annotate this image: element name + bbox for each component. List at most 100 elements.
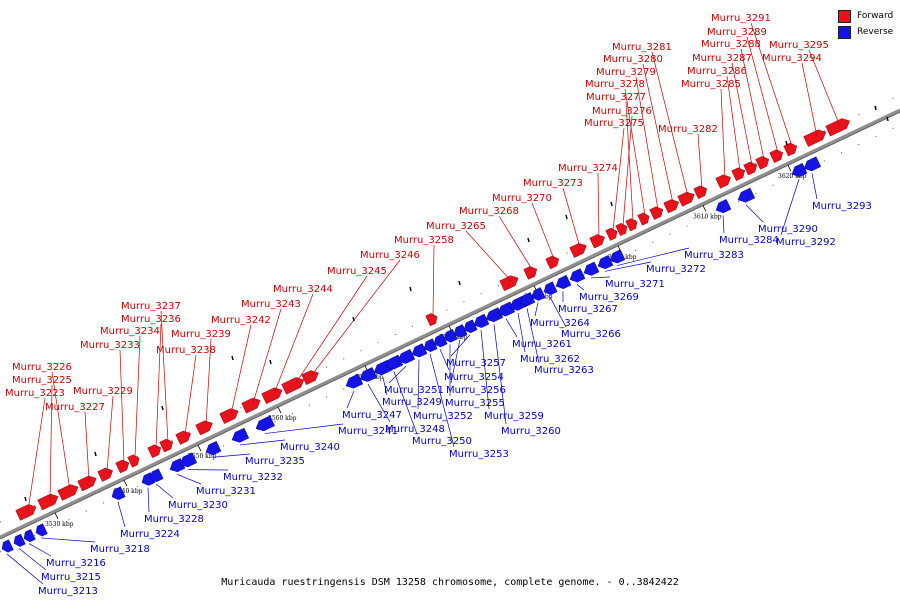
gene-murru-3242 — [219, 408, 239, 424]
reverse-swatch — [838, 25, 851, 39]
gene-murru-3224 — [111, 486, 126, 500]
label-connector — [625, 101, 634, 222]
gene-murru-3286 — [731, 167, 746, 181]
gene-murru-3253-shape — [423, 338, 438, 352]
gene-murru-3232-shape — [179, 452, 198, 468]
feature-marker — [527, 237, 530, 243]
gene-murru-3270-shape — [545, 255, 560, 270]
gene-murru-3235 — [205, 441, 222, 456]
gene-label: Murru_3259 — [484, 411, 544, 422]
label-connector — [498, 215, 533, 270]
gene-label: Murru_3274 — [558, 163, 618, 174]
gene-murru-3284 — [715, 199, 732, 214]
scale-tick — [277, 406, 282, 414]
label-connector — [119, 349, 125, 464]
feature-marker — [352, 316, 355, 322]
label-connector — [264, 423, 344, 434]
label-connector — [28, 543, 52, 557]
feature-marker — [458, 280, 461, 286]
gene-murru-3280 — [663, 199, 679, 214]
gene-label: Murru_3251 — [384, 385, 444, 396]
legend-forward: Forward — [838, 8, 893, 24]
gene-murru-3238-shape — [175, 430, 191, 445]
label-connector — [622, 115, 633, 226]
label-connector — [750, 22, 793, 147]
gene-label: Murru_3238 — [156, 345, 216, 356]
gene-label: Murru_3232 — [223, 472, 283, 483]
gene-label: Murru_3268 — [459, 206, 519, 217]
gene-murru-3263 — [519, 292, 536, 307]
label-connector — [450, 339, 461, 384]
gene-murru-3259-shape — [473, 313, 490, 328]
gene-label: Murru_3276 — [592, 106, 652, 117]
gene-murru-3271-shape — [583, 261, 600, 276]
label-connector — [439, 348, 450, 371]
gene-murru-3287-shape — [743, 161, 758, 176]
gene-label: Murru_3245 — [327, 266, 387, 277]
gene-murru-3213-shape — [1, 539, 14, 553]
gene-label: Murru_3242 — [211, 315, 271, 326]
label-connector — [51, 371, 71, 491]
label-connector — [616, 247, 690, 266]
label-connector — [651, 51, 689, 197]
gene-label: Murru_3230 — [168, 500, 228, 511]
gene-murru-3255 — [443, 328, 458, 343]
label-connector — [294, 275, 368, 385]
gene-label: Murru_3271 — [605, 279, 665, 290]
gene-murru-3215 — [13, 533, 26, 547]
gene-murru-3215-shape — [13, 533, 26, 547]
label-connector — [534, 302, 539, 317]
scale-tick — [787, 164, 792, 172]
gene-label: Murru_3292 — [776, 237, 836, 248]
label-connector — [549, 296, 567, 328]
legend-forward-label: Forward — [857, 11, 894, 21]
gene-label: Murru_3213 — [38, 586, 98, 597]
label-connector — [84, 411, 90, 482]
gene-murru-3276-shape — [615, 223, 628, 237]
gene-label: Murru_3234 — [100, 326, 160, 337]
gene-murru-3225-shape — [37, 493, 59, 511]
label-connector — [367, 384, 391, 423]
gene-murru-3265 — [499, 275, 519, 292]
label-connector — [40, 537, 96, 543]
gene-murru-3241 — [255, 415, 275, 432]
gene-murru-3244-shape — [261, 387, 283, 404]
label-connector — [176, 474, 202, 485]
label-connector — [642, 63, 674, 204]
label-connector — [597, 172, 600, 239]
gene-murru-3275-shape — [605, 227, 618, 241]
label-connector — [252, 308, 282, 404]
gene-murru-3272 — [597, 255, 614, 270]
gene-murru-3290-shape — [737, 187, 756, 203]
gene-murru-3268-shape — [523, 266, 538, 280]
gene-murru-3242-shape — [219, 408, 239, 424]
gene-murru-3265-shape — [499, 275, 519, 292]
gene-label: Murru_3283 — [684, 250, 744, 261]
label-connector — [526, 308, 540, 364]
gene-murru-3286-shape — [731, 167, 746, 181]
gene-murru-3285 — [715, 174, 731, 189]
gene-murru-3238 — [175, 430, 191, 445]
gene-murru-3283 — [609, 249, 626, 264]
gene-murru-3263-shape — [519, 292, 536, 307]
gene-murru-3269 — [569, 268, 586, 283]
gene-murru-3243-shape — [241, 397, 261, 414]
gene-murru-3260 — [485, 307, 504, 323]
gene-label: Murru_3241 — [338, 426, 398, 437]
feature-marker — [886, 116, 889, 122]
gene-label: Murru_3282 — [658, 124, 718, 135]
gene-murru-3251 — [397, 349, 416, 364]
gene-murru-3251-shape — [397, 349, 416, 364]
label-connector — [808, 49, 841, 127]
label-connector — [531, 202, 555, 260]
gene-murru-3291-shape — [783, 142, 798, 157]
gene-label: Murru_3250 — [412, 436, 472, 447]
scale-tick — [123, 479, 128, 487]
gene-murru-3256 — [453, 324, 468, 338]
gene-murru-3236 — [147, 444, 162, 459]
gene-murru-3234-shape — [127, 454, 140, 468]
feature-marker — [874, 105, 877, 111]
gene-murru-3281 — [677, 191, 695, 207]
gene-murru-3278-shape — [637, 212, 650, 226]
label-connector — [346, 390, 355, 409]
